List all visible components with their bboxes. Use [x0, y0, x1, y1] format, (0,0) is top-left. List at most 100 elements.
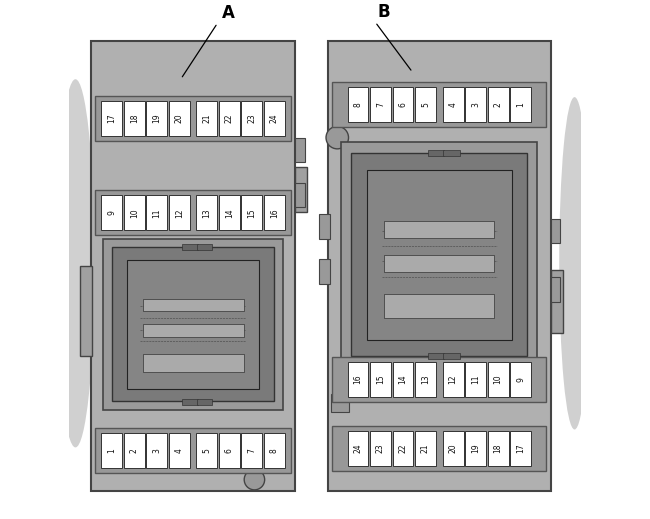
Text: 16: 16	[354, 374, 363, 384]
Bar	[428, 150, 445, 156]
Text: 14: 14	[398, 374, 408, 384]
Bar	[142, 298, 244, 311]
Bar	[465, 431, 486, 466]
Text: 2: 2	[493, 102, 502, 107]
Circle shape	[244, 469, 265, 490]
Bar	[488, 431, 508, 466]
Bar	[443, 353, 460, 360]
Text: 19: 19	[471, 443, 480, 453]
Bar	[319, 214, 330, 239]
Bar	[241, 101, 263, 135]
Text: 12: 12	[175, 208, 184, 217]
Text: 20: 20	[448, 443, 458, 453]
Bar	[101, 195, 122, 230]
Bar	[443, 431, 463, 466]
Text: 3: 3	[471, 102, 480, 107]
Text: 9: 9	[516, 377, 525, 381]
Text: 11: 11	[152, 208, 161, 217]
Text: 1: 1	[107, 448, 116, 453]
Bar	[415, 87, 436, 122]
Bar	[370, 362, 391, 397]
Text: 11: 11	[471, 375, 480, 384]
Text: 20: 20	[175, 114, 184, 123]
Text: 5: 5	[421, 102, 430, 107]
Bar	[169, 101, 190, 135]
Bar	[95, 95, 291, 141]
Text: 17: 17	[107, 114, 116, 123]
Bar	[370, 87, 391, 122]
Text: 23: 23	[248, 114, 256, 123]
Bar	[415, 362, 436, 397]
Bar	[332, 82, 547, 127]
Bar	[443, 150, 460, 156]
Bar	[393, 431, 413, 466]
Bar	[328, 41, 551, 491]
Text: 12: 12	[448, 375, 458, 384]
Bar	[146, 195, 167, 230]
Text: 10: 10	[130, 208, 138, 217]
Ellipse shape	[559, 97, 590, 430]
Bar	[264, 433, 285, 468]
Text: 4: 4	[448, 102, 458, 107]
Bar	[393, 362, 413, 397]
Text: 8: 8	[270, 448, 279, 453]
Bar	[196, 195, 217, 230]
Bar	[348, 87, 369, 122]
Circle shape	[326, 126, 348, 149]
Bar	[101, 433, 122, 468]
Bar	[348, 362, 369, 397]
Text: 22: 22	[225, 114, 234, 123]
Text: 18: 18	[130, 114, 138, 123]
Bar	[112, 248, 274, 401]
Bar	[443, 87, 463, 122]
Bar	[146, 433, 167, 468]
Bar	[182, 399, 198, 405]
Bar	[295, 167, 307, 212]
Text: 16: 16	[270, 208, 279, 217]
Bar	[319, 259, 330, 284]
Bar	[241, 195, 263, 230]
Text: 24: 24	[270, 114, 279, 123]
Bar	[488, 362, 508, 397]
Bar	[488, 87, 508, 122]
Text: 22: 22	[398, 443, 408, 453]
Bar	[182, 244, 198, 250]
Bar	[264, 195, 285, 230]
Text: 15: 15	[376, 374, 385, 384]
Bar	[551, 218, 560, 243]
Bar	[91, 41, 295, 491]
Bar	[197, 399, 212, 405]
Text: 17: 17	[516, 443, 525, 453]
Bar	[142, 324, 244, 337]
Text: 10: 10	[493, 374, 502, 384]
Bar	[384, 221, 494, 238]
Bar	[101, 101, 122, 135]
Text: 21: 21	[421, 443, 430, 453]
Bar	[295, 183, 305, 208]
Text: 1: 1	[516, 102, 525, 107]
Text: 7: 7	[376, 102, 385, 107]
Text: 13: 13	[202, 208, 211, 217]
Text: 3: 3	[152, 448, 161, 453]
Bar	[79, 266, 92, 356]
Text: 9: 9	[107, 210, 116, 215]
Bar	[351, 153, 527, 356]
Text: 15: 15	[248, 208, 256, 217]
Bar	[393, 87, 413, 122]
Text: 2: 2	[130, 448, 138, 453]
Ellipse shape	[57, 79, 95, 447]
Text: 24: 24	[354, 443, 363, 453]
Bar	[428, 353, 445, 360]
Bar	[443, 362, 463, 397]
Bar	[341, 142, 537, 367]
Bar	[264, 101, 285, 135]
Text: 13: 13	[421, 374, 430, 384]
Text: 19: 19	[152, 114, 161, 123]
Text: 6: 6	[398, 102, 408, 107]
Bar	[332, 357, 547, 402]
Text: 21: 21	[202, 114, 211, 123]
Bar	[465, 362, 486, 397]
Bar	[197, 244, 212, 250]
Text: 7: 7	[248, 448, 256, 453]
Bar	[241, 433, 263, 468]
